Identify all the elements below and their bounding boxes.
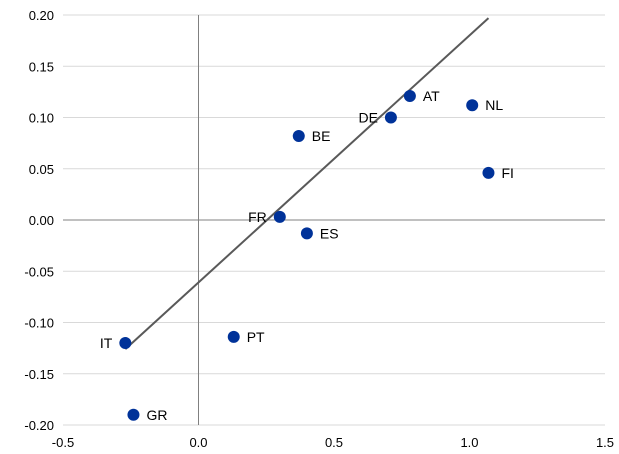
y-tick-label: -0.05 bbox=[24, 264, 54, 279]
point-it bbox=[119, 337, 132, 349]
y-tick-label: 0.15 bbox=[29, 59, 54, 74]
x-tick-label: 0.5 bbox=[325, 435, 343, 450]
point-label-nl: NL bbox=[485, 97, 503, 113]
point-fi bbox=[482, 166, 495, 179]
point-es bbox=[300, 227, 313, 240]
data-points bbox=[119, 89, 495, 421]
point-label-gr: GR bbox=[146, 407, 167, 423]
point-nl bbox=[466, 99, 479, 112]
y-tick-label: -0.15 bbox=[24, 367, 54, 382]
point-label-fr: FR bbox=[248, 209, 267, 225]
point-de bbox=[384, 111, 397, 124]
x-tick-label: -0.5 bbox=[52, 435, 74, 450]
point-at bbox=[403, 89, 416, 102]
y-tick-label: 0.10 bbox=[29, 111, 54, 126]
point-label-be: BE bbox=[312, 128, 331, 144]
point-be bbox=[292, 129, 305, 142]
x-tick-label: 0.0 bbox=[189, 435, 207, 450]
point-gr bbox=[127, 408, 140, 421]
point-label-fi: FI bbox=[501, 165, 513, 181]
y-tick-label: 0.00 bbox=[29, 213, 54, 228]
zero-axes bbox=[63, 15, 605, 425]
point-label-it: IT bbox=[100, 335, 113, 351]
y-tick-labels: 0.20 0.15 0.10 0.05 0.00 -0.05 -0.10 -0.15 -0.20 bbox=[24, 8, 54, 433]
x-tick-labels: -0.5 0.0 0.5 1.0 1.5 bbox=[52, 435, 614, 450]
y-tick-label: -0.20 bbox=[24, 418, 54, 433]
point-label-es: ES bbox=[320, 225, 339, 241]
y-tick-label: 0.05 bbox=[29, 162, 54, 177]
x-tick-label: 1.0 bbox=[460, 435, 478, 450]
x-tick-label: 1.5 bbox=[596, 435, 614, 450]
point-label-at: AT bbox=[423, 88, 440, 104]
point-fr bbox=[273, 210, 286, 223]
trendline bbox=[124, 17, 490, 350]
point-label-de: DE bbox=[358, 110, 377, 126]
trendline-group bbox=[124, 17, 490, 350]
y-tick-label: -0.10 bbox=[24, 316, 54, 331]
y-tick-label: 0.20 bbox=[29, 8, 54, 23]
point-labels: AT NL DE BE FI FR ES PT IT GR bbox=[100, 88, 514, 423]
point-pt bbox=[227, 330, 240, 343]
point-label-pt: PT bbox=[247, 329, 265, 345]
